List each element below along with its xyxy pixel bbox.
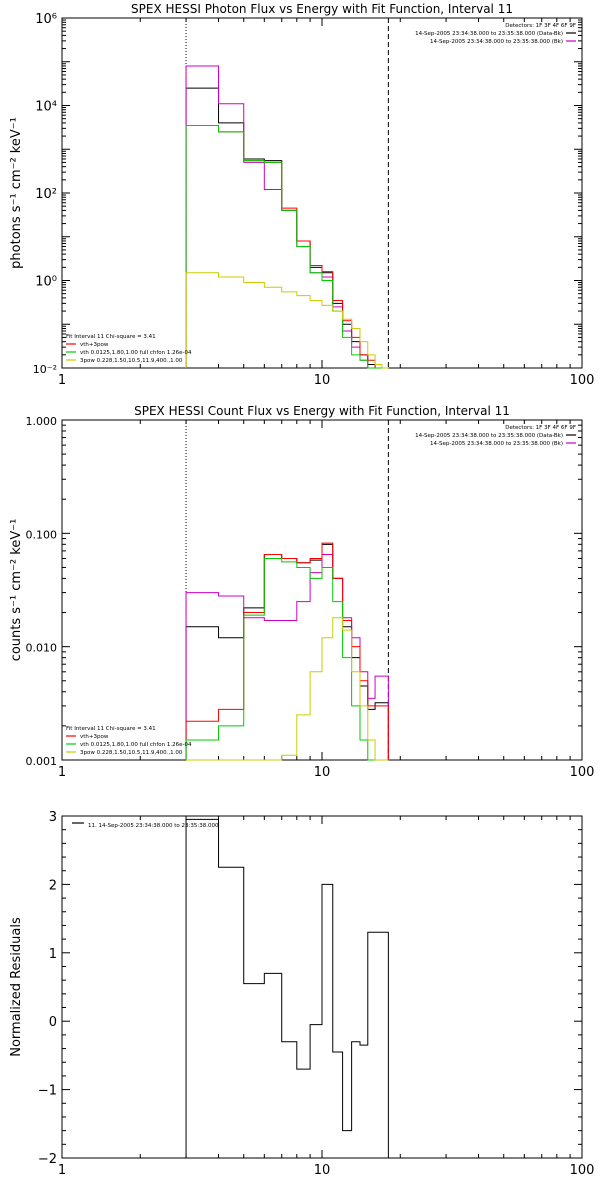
y-tick-label: 1 (49, 947, 57, 962)
x-tick-label: 100 (570, 1163, 595, 1178)
y-tick-label: 2 (49, 878, 57, 893)
y-axis-label: Normalized Residuals (9, 917, 24, 1057)
chart-panel-3: Normalized Residuals 1 10 100 −2 −1 0 1 2 3 11. 14… (9, 810, 594, 1178)
legend-entry: 14-Sep-2005 23:34:38.000 to 23:35:38.000… (430, 39, 563, 45)
y-tick-label: 3 (49, 810, 57, 825)
series-line-1 (185, 818, 389, 1158)
chart-panel-1: SPEX HESSI Photon Flux vs Energy with Fi… (9, 2, 594, 388)
y-tick-label: 10⁶ (35, 12, 57, 27)
y-tick-label: −2 (38, 1152, 57, 1167)
x-tick-label: 1 (58, 373, 66, 388)
y-tick-label: 1.000 (26, 415, 58, 428)
legend-header: Detectors: 1F 3F 4F 6F 9F (505, 425, 576, 431)
x-tick-label: 100 (570, 373, 595, 388)
legend-entry: 14-Sep-2005 23:34:38.000 to 23:35:38.000… (415, 433, 563, 439)
legend-entry: vth 0.0125,1.80,1.00 full chfon 1.26e-04 (80, 742, 192, 748)
series-line-5 (186, 617, 389, 761)
x-tick-label: 100 (570, 765, 595, 780)
y-tick-label: 10⁴ (35, 100, 57, 115)
y-tick-label: 0.001 (26, 755, 58, 768)
x-tick-label: 1 (58, 1163, 66, 1178)
x-tick-label: 10 (314, 1163, 331, 1178)
x-tick-label: 10 (314, 373, 331, 388)
legend-entry: vth+3pow (80, 734, 109, 740)
x-tick-label: 1 (58, 765, 66, 780)
legend-entry: 14-Sep-2005 23:34:38.000 to 23:35:38.000… (415, 31, 563, 37)
legend-entry: 14-Sep-2005 23:34:38.000 to 23:35:38.000… (430, 441, 563, 447)
legend-fit-header: Fit Interval 11 Chi-square = 3.41 (66, 334, 156, 340)
legend-entry: 3pow 0.228,1.50,10.5,11.9,400.,1.00 (80, 750, 183, 756)
plot-frame (61, 419, 583, 761)
legend-entry: vth+3pow (80, 342, 109, 348)
y-axis-label: photons s⁻¹ cm⁻² keV⁻¹ (9, 117, 24, 269)
y-tick-label: 10⁻² (33, 363, 57, 376)
x-tick-label: 10 (314, 765, 331, 780)
legend-entry: 3pow 0.228,1.50,10.5,11.9,400.,1.00 (80, 358, 183, 364)
series-line-1 (185, 543, 389, 760)
chart-title: SPEX HESSI Photon Flux vs Energy with Fi… (131, 2, 513, 16)
series-line-1 (185, 87, 389, 369)
chart-title: SPEX HESSI Count Flux vs Energy with Fit… (134, 404, 510, 418)
series-line-3 (185, 542, 389, 760)
y-tick-label: 10⁰ (35, 275, 57, 290)
y-tick-label: 0.100 (26, 528, 58, 541)
y-tick-label: 10² (35, 187, 57, 202)
plot-frame (61, 17, 583, 369)
y-tick-label: 0.010 (26, 642, 58, 655)
series-line-3 (185, 124, 389, 369)
series-line-5 (185, 272, 389, 369)
series-line-2 (185, 65, 389, 369)
series-line-4 (185, 124, 389, 369)
y-tick-label: −1 (38, 1084, 57, 1099)
series-line-4 (185, 557, 389, 761)
legend-header: Detectors: 1F 3F 4F 6F 9F (505, 23, 576, 29)
legend-fit-header: Fit Interval 11 Chi-square = 3.41 (66, 726, 156, 732)
y-axis-label: counts s⁻¹ cm⁻² keV⁻¹ (9, 519, 24, 662)
y-tick-label: 0 (49, 1015, 57, 1030)
legend-entry: 11. 14-Sep-2005 23:34:38.000 to 23:35:38… (88, 823, 219, 829)
chart-panel-2: SPEX HESSI Count Flux vs Energy with Fit… (9, 404, 594, 780)
legend-entry: vth 0.0125,1.80,1.00 full chfon 1.26e-04 (80, 350, 192, 356)
